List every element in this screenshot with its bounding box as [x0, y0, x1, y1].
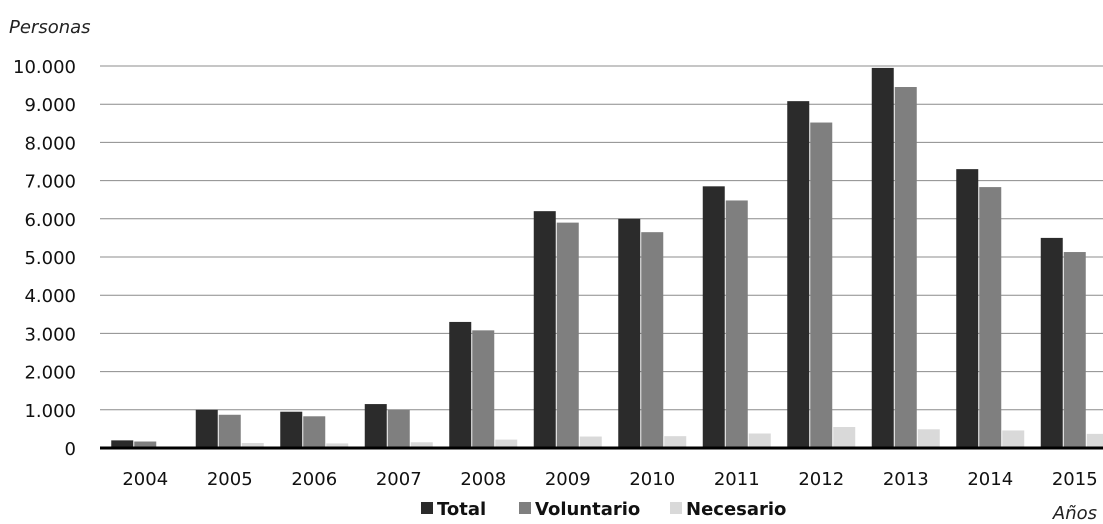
bar-voluntario-2004: [134, 441, 157, 448]
bar-voluntario-2008: [472, 330, 495, 448]
bar-necesario-2010: [664, 436, 687, 448]
y-tick-label: 7.000: [24, 172, 76, 193]
x-tick-label: 2014: [967, 469, 1013, 490]
x-tick-label: 2010: [629, 469, 675, 490]
bar-necesario-2014: [1002, 430, 1025, 448]
bar-necesario-2012: [833, 426, 856, 448]
bar-necesario-2009: [579, 436, 602, 448]
y-tick-label: 8.000: [24, 133, 76, 154]
bar-total-2005: [195, 409, 218, 448]
y-tick-label: 0: [65, 439, 76, 460]
y-tick-label: 10.000: [13, 57, 76, 78]
x-axis-label: Años: [1052, 503, 1097, 524]
legend-swatch-voluntario: [519, 502, 531, 514]
x-axis-ticks: 2004 2005 2006 2007 2008 2009 2010 2011 2012 2013…: [122, 469, 1097, 490]
bar-necesario-2006: [326, 443, 349, 448]
y-axis-ticks: 0 1.000 2.000 3.000 4.000 5.000 6.000 7.000 8.00…: [13, 57, 76, 460]
legend: Total Voluntario Necesario: [421, 499, 786, 520]
bar-voluntario-2013: [894, 87, 917, 448]
x-tick-label: 2006: [291, 469, 337, 490]
bar-voluntario-2015: [1063, 252, 1086, 448]
bar-total-2014: [956, 169, 979, 448]
x-tick-label: 2009: [545, 469, 591, 490]
bar-voluntario-2012: [810, 122, 833, 448]
y-tick-label: 1.000: [24, 401, 76, 422]
legend-label-voluntario: Voluntario: [535, 499, 640, 520]
x-tick-label: 2013: [883, 469, 929, 490]
bar-total-2011: [702, 186, 725, 448]
x-tick-label: 2004: [122, 469, 168, 490]
bar-voluntario-2009: [556, 222, 579, 448]
bar-total-2013: [871, 67, 894, 448]
legend-swatch-necesario: [670, 502, 682, 514]
bar-total-2008: [449, 321, 472, 448]
bar-necesario-2011: [748, 433, 771, 448]
bar-voluntario-2011: [725, 200, 748, 448]
bar-total-2012: [787, 101, 810, 449]
legend-label-total: Total: [437, 499, 486, 520]
legend-swatch-total: [421, 502, 433, 514]
bar-necesario-2013: [917, 429, 940, 448]
bar-necesario-2007: [410, 442, 433, 448]
x-tick-label: 2008: [460, 469, 506, 490]
bar-voluntario-2010: [641, 232, 664, 448]
bar-voluntario-2005: [218, 414, 241, 448]
bars: [111, 67, 1103, 449]
y-tick-label: 5.000: [24, 248, 76, 269]
bar-necesario-2005: [241, 443, 264, 448]
x-tick-label: 2012: [798, 469, 844, 490]
x-tick-label: 2015: [1052, 469, 1098, 490]
bar-voluntario-2014: [979, 187, 1002, 448]
bar-voluntario-2006: [303, 416, 326, 448]
legend-label-necesario: Necesario: [686, 499, 786, 520]
bar-total-2004: [111, 440, 134, 448]
bar-total-2015: [1040, 237, 1063, 448]
bar-total-2010: [618, 218, 641, 448]
bar-necesario-2015: [1086, 433, 1103, 448]
gridlines: [100, 65, 1103, 411]
y-tick-label: 6.000: [24, 210, 76, 231]
bar-total-2009: [533, 211, 556, 448]
bar-total-2006: [280, 411, 303, 448]
y-tick-label: 4.000: [24, 286, 76, 307]
bar-voluntario-2007: [387, 409, 410, 448]
y-tick-label: 2.000: [24, 363, 76, 384]
x-tick-label: 2005: [207, 469, 253, 490]
bar-necesario-2008: [495, 439, 518, 448]
x-tick-label: 2007: [376, 469, 422, 490]
y-axis-label: Personas: [9, 17, 91, 38]
bar-total-2007: [364, 404, 387, 448]
x-tick-label: 2011: [714, 469, 760, 490]
y-tick-label: 3.000: [24, 324, 76, 345]
y-tick-label: 9.000: [24, 95, 76, 116]
